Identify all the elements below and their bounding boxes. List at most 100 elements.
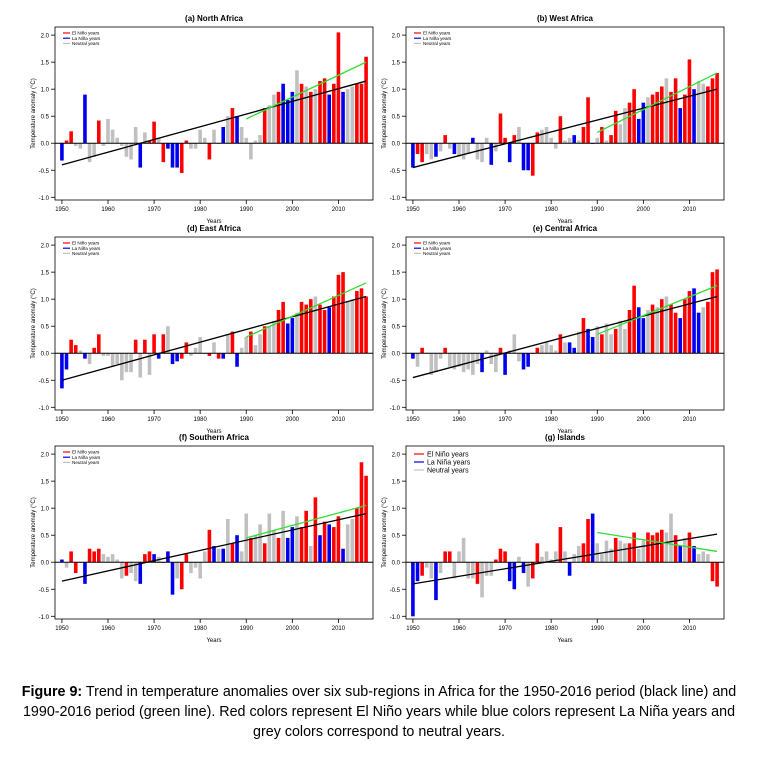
bar xyxy=(258,135,262,144)
bar xyxy=(706,554,710,563)
bar xyxy=(526,353,530,367)
y-tick-label: -0.5 xyxy=(39,379,50,385)
bar xyxy=(678,108,683,144)
bar xyxy=(161,334,166,354)
bar xyxy=(452,353,457,370)
bar xyxy=(480,143,484,163)
bar xyxy=(364,56,368,144)
bar xyxy=(345,89,350,144)
bar xyxy=(78,143,83,149)
bar xyxy=(318,304,322,354)
bar xyxy=(669,304,673,354)
bar xyxy=(623,543,627,563)
bar xyxy=(336,32,341,144)
bar xyxy=(447,353,452,367)
bar xyxy=(106,353,110,356)
x-tick-label: 2010 xyxy=(683,626,697,632)
bar xyxy=(143,339,147,354)
bar xyxy=(235,116,239,144)
bar xyxy=(262,543,267,563)
bar xyxy=(96,334,101,354)
legend-label: El Niño years xyxy=(72,450,100,455)
bar xyxy=(281,510,285,563)
bar xyxy=(73,345,78,354)
bar xyxy=(581,318,586,354)
bar xyxy=(60,143,64,161)
bar xyxy=(359,83,364,144)
trend-line-1990-2016 xyxy=(597,285,718,335)
bar xyxy=(692,288,696,354)
chart-title: (f) Southern Africa xyxy=(179,433,249,442)
trend-line-1950-2016 xyxy=(61,512,367,582)
bar xyxy=(641,318,646,354)
bar xyxy=(230,108,235,144)
bar xyxy=(249,143,253,160)
trend-line-1990-2016 xyxy=(246,504,367,539)
bar xyxy=(341,91,345,144)
bar xyxy=(696,554,701,563)
bar xyxy=(226,334,230,354)
bar xyxy=(318,535,322,563)
x-tick-label: 1980 xyxy=(193,207,207,213)
bar xyxy=(650,304,655,354)
bar xyxy=(184,342,189,354)
trend-line-1990-2016 xyxy=(245,61,367,120)
bar xyxy=(290,91,295,144)
bar xyxy=(336,274,341,354)
bar xyxy=(267,326,272,354)
bar xyxy=(586,328,590,354)
bar xyxy=(623,108,627,144)
legend-label: Neutral years xyxy=(72,41,100,46)
bar xyxy=(212,342,216,354)
x-tick-label: 1970 xyxy=(147,417,161,423)
bar xyxy=(420,562,424,576)
bar xyxy=(641,540,646,563)
bar xyxy=(517,353,521,362)
x-tick-label: 2010 xyxy=(683,417,697,423)
bar xyxy=(110,129,115,144)
bar xyxy=(530,562,535,579)
bar xyxy=(489,562,494,576)
x-axis-label: Years xyxy=(206,638,221,644)
trend-line-1950-2016 xyxy=(61,80,367,166)
bar xyxy=(507,143,512,163)
bar xyxy=(166,551,170,563)
bar xyxy=(276,537,281,563)
bar xyxy=(544,342,549,354)
bar xyxy=(577,331,581,354)
bar xyxy=(295,516,299,563)
bar xyxy=(466,562,471,579)
x-tick-label: 1980 xyxy=(544,417,558,423)
y-tick-label: -1.0 xyxy=(390,196,401,202)
bar xyxy=(60,353,64,389)
bar xyxy=(503,137,507,144)
bar xyxy=(586,97,590,144)
bar xyxy=(710,272,715,354)
y-tick-label: 2.0 xyxy=(41,244,50,250)
bar xyxy=(355,508,359,563)
plot-frame xyxy=(54,445,374,620)
bar xyxy=(350,518,355,563)
caption-text: Trend in temperature anomalies over six … xyxy=(22,684,737,740)
y-axis-label: Temperature anomaly (°C) xyxy=(31,78,37,148)
bar xyxy=(687,59,692,144)
bar xyxy=(249,537,253,563)
x-tick-label: 2000 xyxy=(637,417,651,423)
y-axis-label: Temperature anomaly (°C) xyxy=(31,288,37,358)
bar xyxy=(73,562,78,574)
bar xyxy=(115,559,120,563)
bar xyxy=(590,513,595,563)
bar xyxy=(193,562,198,568)
bar xyxy=(595,543,600,563)
bar xyxy=(641,102,646,144)
bar xyxy=(572,554,577,563)
bar xyxy=(83,353,87,359)
legend-label: Neutral years xyxy=(427,467,469,474)
bar xyxy=(512,562,517,590)
y-tick-label: 0.5 xyxy=(41,534,50,540)
y-tick-label: 1.0 xyxy=(41,88,50,94)
bar xyxy=(152,334,156,354)
bar xyxy=(609,334,613,354)
x-tick-label: 1970 xyxy=(147,626,161,632)
bar xyxy=(161,143,166,163)
